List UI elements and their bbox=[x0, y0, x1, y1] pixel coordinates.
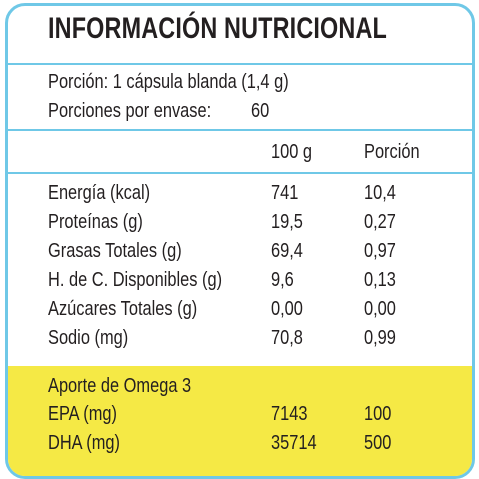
nutrient-value-total-sugars-portion: 0,00 bbox=[364, 298, 396, 320]
omega-value-dha-portion: 500 bbox=[364, 432, 392, 454]
servings-per-container-value: 60 bbox=[251, 100, 270, 122]
nutrient-value-energy-portion: 10,4 bbox=[364, 182, 396, 204]
omega-label-epa: EPA (mg) bbox=[48, 403, 117, 425]
nutrient-value-total-sugars-100g: 0,00 bbox=[271, 298, 303, 320]
nutrient-value-energy-100g: 741 bbox=[271, 182, 299, 204]
divider-serving bbox=[8, 129, 472, 131]
column-header-portion: Porción bbox=[364, 141, 420, 163]
column-header-100g: 100 g bbox=[271, 141, 313, 163]
nutrient-label-total-sugars: Azúcares Totales (g) bbox=[48, 298, 198, 320]
omega-value-epa-100g: 7143 bbox=[271, 403, 308, 425]
nutrient-value-protein-portion: 0,27 bbox=[364, 211, 396, 233]
serving-size: Porción: 1 cápsula blanda (1,4 g) bbox=[48, 71, 289, 93]
divider-title bbox=[8, 63, 472, 65]
nutrient-label-sodium: Sodio (mg) bbox=[48, 327, 129, 349]
omega-label-dha: DHA (mg) bbox=[48, 432, 120, 454]
nutrient-value-carbs-portion: 0,13 bbox=[364, 269, 396, 291]
servings-per-container-label: Porciones por envase: bbox=[48, 100, 212, 122]
divider-header bbox=[8, 172, 472, 174]
nutrient-value-sodium-portion: 0,99 bbox=[364, 327, 396, 349]
nutrient-value-sodium-100g: 70,8 bbox=[271, 327, 303, 349]
nutrition-facts-panel: INFORMACIÓN NUTRICIONAL Porción: 1 cápsu… bbox=[5, 3, 475, 479]
panel-title: INFORMACIÓN NUTRICIONAL bbox=[48, 12, 387, 45]
omega-value-dha-100g: 35714 bbox=[271, 432, 317, 454]
nutrient-value-total-fat-portion: 0,97 bbox=[364, 240, 396, 262]
nutrient-label-energy: Energía (kcal) bbox=[48, 182, 151, 204]
omega-3-highlight bbox=[8, 366, 472, 476]
omega-value-epa-portion: 100 bbox=[364, 403, 392, 425]
nutrient-value-protein-100g: 19,5 bbox=[271, 211, 303, 233]
nutrient-label-protein: Proteínas (g) bbox=[48, 211, 143, 233]
omega-3-heading: Aporte de Omega 3 bbox=[48, 375, 192, 397]
nutrient-value-total-fat-100g: 69,4 bbox=[271, 240, 303, 262]
nutrient-label-carbs: H. de C. Disponibles (g) bbox=[48, 269, 223, 291]
nutrient-value-carbs-100g: 9,6 bbox=[271, 269, 294, 291]
nutrient-label-total-fat: Grasas Totales (g) bbox=[48, 240, 182, 262]
